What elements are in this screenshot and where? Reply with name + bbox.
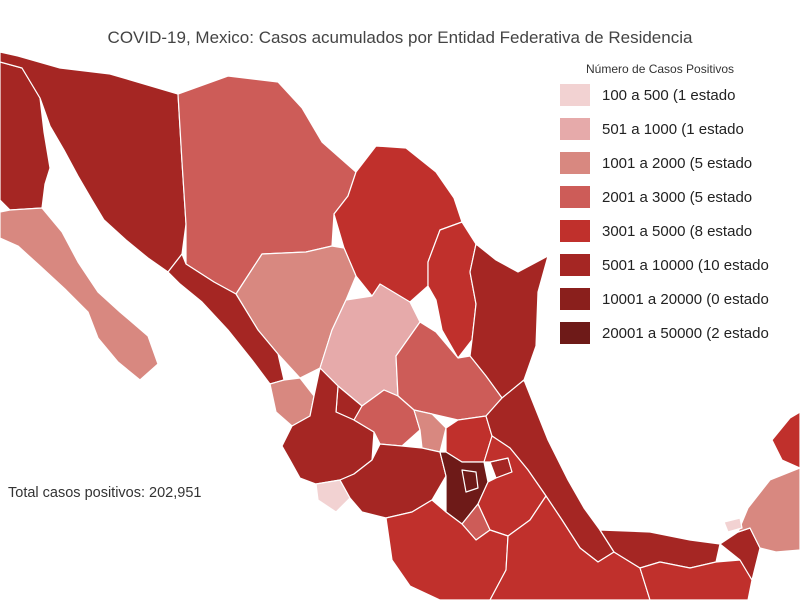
- state-oaxaca[interactable]: [489, 495, 651, 600]
- state-quintana-roo[interactable]: [771, 411, 800, 469]
- legend-swatch: [560, 186, 590, 208]
- state-yucatan[interactable]: [737, 467, 800, 553]
- state-hidalgo[interactable]: [445, 415, 493, 463]
- legend-item: 1001 a 2000 (5 estado: [560, 152, 800, 174]
- state-guerrero[interactable]: [385, 499, 509, 600]
- legend-swatch: [560, 322, 590, 344]
- total-cases-label: Total casos positivos: 202,951: [8, 485, 202, 501]
- state-sonora[interactable]: [0, 51, 187, 273]
- legend-label: 20001 a 50000 (2 estado: [602, 324, 769, 342]
- legend-title: Número de Casos Positivos: [586, 62, 735, 76]
- legend-label: 10001 a 20000 (0 estado: [602, 290, 769, 308]
- legend-swatch: [560, 254, 590, 276]
- state-guanajuato[interactable]: [353, 389, 421, 447]
- legend-swatch: [560, 288, 590, 310]
- state-chiapas[interactable]: [639, 559, 753, 600]
- state-jalisco[interactable]: [281, 367, 375, 485]
- map-legend: Número de Casos Positivos 100 a 500 (1 e…: [560, 62, 800, 356]
- legend-item: 3001 a 5000 (8 estado: [560, 220, 800, 242]
- legend-swatch: [560, 118, 590, 140]
- legend-label: 5001 a 10000 (10 estado: [602, 256, 769, 274]
- state-colima[interactable]: [315, 479, 351, 513]
- state-baja-california-sur[interactable]: [0, 207, 159, 381]
- state-ciudad-de-mexico[interactable]: [461, 469, 479, 493]
- legend-item: 5001 a 10000 (10 estado: [560, 254, 800, 276]
- legend-item: 501 a 1000 (1 estado: [560, 118, 800, 140]
- legend-swatch: [560, 84, 590, 106]
- legend-swatch: [560, 220, 590, 242]
- legend-items: 100 a 500 (1 estado 501 a 1000 (1 estado 1…: [560, 84, 800, 344]
- legend-label: 3001 a 5000 (8 estado: [602, 222, 753, 240]
- legend-label: 501 a 1000 (1 estado: [602, 120, 744, 138]
- legend-swatch: [560, 152, 590, 174]
- legend-label: 1001 a 2000 (5 estado: [602, 154, 753, 172]
- legend-item: 10001 a 20000 (0 estado: [560, 288, 800, 310]
- state-nuevo-leon[interactable]: [427, 221, 477, 359]
- legend-label: 100 a 500 (1 estado: [602, 86, 736, 104]
- legend-label: 2001 a 3000 (5 estado: [602, 188, 753, 206]
- legend-item: 20001 a 50000 (2 estado: [560, 322, 800, 344]
- legend-item: 100 a 500 (1 estado: [560, 84, 800, 106]
- map-title: COVID-19, Mexico: Casos acumulados por E…: [107, 28, 693, 47]
- state-island: [723, 517, 743, 533]
- state-sinaloa[interactable]: [167, 253, 285, 385]
- legend-item: 2001 a 3000 (5 estado: [560, 186, 800, 208]
